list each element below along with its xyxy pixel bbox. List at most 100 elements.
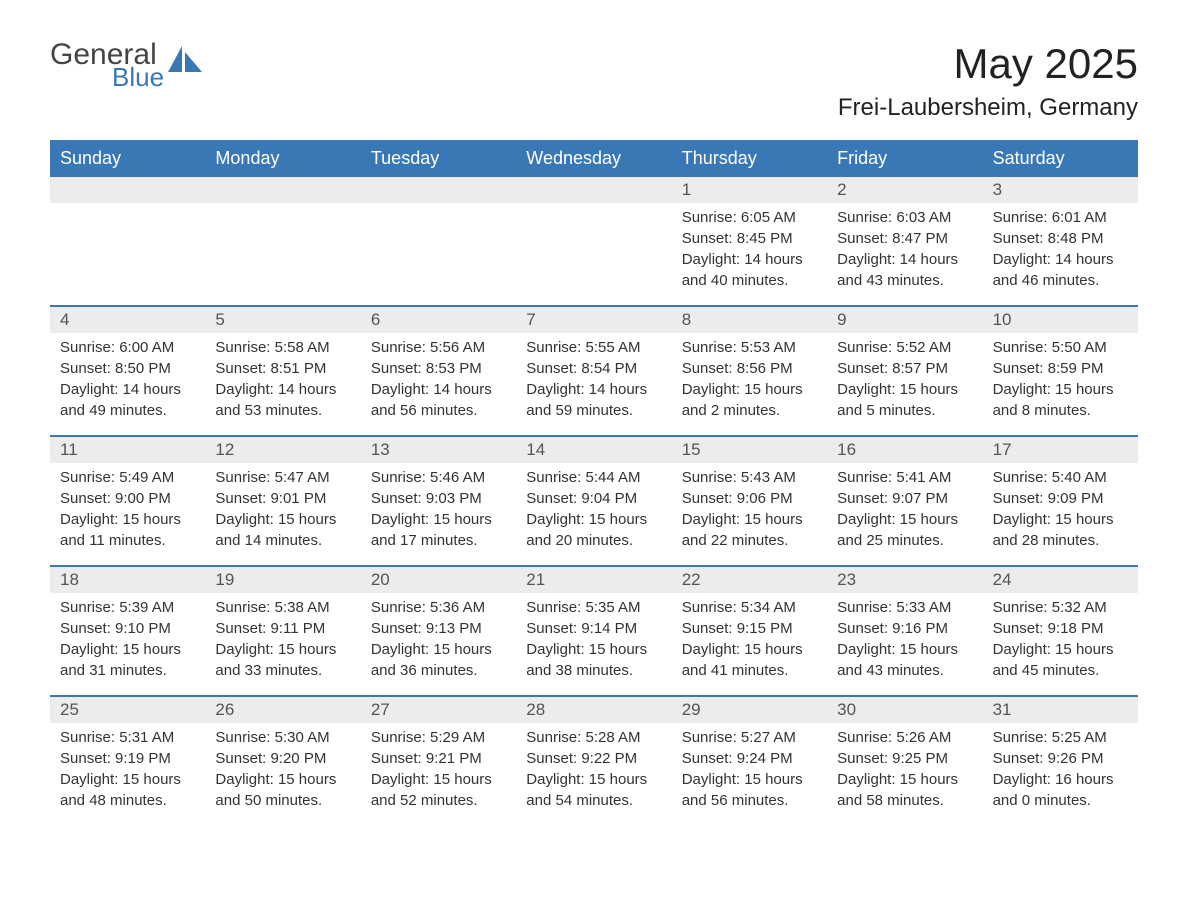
day-content-row: Sunrise: 5:49 AMSunset: 9:00 PMDaylight:… [50,463,1138,565]
weekday-header: Monday [205,140,360,177]
sunset-text: Sunset: 9:19 PM [60,748,195,769]
sunset-text: Sunset: 8:45 PM [682,228,817,249]
day-content: Sunrise: 5:35 AMSunset: 9:14 PMDaylight:… [516,593,671,695]
sunset-text: Sunset: 9:06 PM [682,488,817,509]
sunset-text: Sunset: 9:15 PM [682,618,817,639]
day-number-row: 18192021222324 [50,567,1138,593]
daylight-text-2: and 20 minutes. [526,530,661,551]
sunset-text: Sunset: 9:07 PM [837,488,972,509]
day-content: Sunrise: 6:03 AMSunset: 8:47 PMDaylight:… [827,203,982,305]
daylight-text-2: and 56 minutes. [371,400,506,421]
day-content-row: Sunrise: 5:39 AMSunset: 9:10 PMDaylight:… [50,593,1138,695]
daylight-text-1: Daylight: 14 hours [993,249,1128,270]
sunset-text: Sunset: 8:53 PM [371,358,506,379]
logo-sail-icon [168,46,204,79]
daylight-text-1: Daylight: 15 hours [993,509,1128,530]
day-number: 31 [983,697,1138,723]
daylight-text-1: Daylight: 14 hours [837,249,972,270]
daylight-text-1: Daylight: 15 hours [526,509,661,530]
day-content: Sunrise: 5:41 AMSunset: 9:07 PMDaylight:… [827,463,982,565]
day-content: Sunrise: 5:30 AMSunset: 9:20 PMDaylight:… [205,723,360,825]
sunrise-text: Sunrise: 5:38 AM [215,597,350,618]
day-content: Sunrise: 5:27 AMSunset: 9:24 PMDaylight:… [672,723,827,825]
daylight-text-2: and 54 minutes. [526,790,661,811]
sunrise-text: Sunrise: 5:26 AM [837,727,972,748]
daylight-text-1: Daylight: 14 hours [60,379,195,400]
daylight-text-1: Daylight: 15 hours [215,639,350,660]
sunrise-text: Sunrise: 5:46 AM [371,467,506,488]
logo: General Blue [50,40,204,90]
day-content-row: Sunrise: 5:31 AMSunset: 9:19 PMDaylight:… [50,723,1138,825]
daylight-text-2: and 40 minutes. [682,270,817,291]
day-number: 30 [827,697,982,723]
sunrise-text: Sunrise: 5:41 AM [837,467,972,488]
sunrise-text: Sunrise: 5:32 AM [993,597,1128,618]
sunset-text: Sunset: 8:54 PM [526,358,661,379]
daylight-text-2: and 14 minutes. [215,530,350,551]
daylight-text-2: and 17 minutes. [371,530,506,551]
calendar-week: 18192021222324Sunrise: 5:39 AMSunset: 9:… [50,565,1138,695]
page-title: May 2025 [838,40,1138,88]
daylight-text-2: and 43 minutes. [837,660,972,681]
day-number-row: 123 [50,177,1138,203]
sunrise-text: Sunrise: 5:47 AM [215,467,350,488]
day-number: 13 [361,437,516,463]
daylight-text-2: and 5 minutes. [837,400,972,421]
day-number: 28 [516,697,671,723]
sunset-text: Sunset: 9:26 PM [993,748,1128,769]
day-number: 1 [672,177,827,203]
weekday-header: Sunday [50,140,205,177]
day-number: 25 [50,697,205,723]
daylight-text-1: Daylight: 15 hours [215,769,350,790]
daylight-text-1: Daylight: 15 hours [371,639,506,660]
sunset-text: Sunset: 9:14 PM [526,618,661,639]
day-content [516,203,671,305]
day-content: Sunrise: 6:01 AMSunset: 8:48 PMDaylight:… [983,203,1138,305]
sunset-text: Sunset: 8:56 PM [682,358,817,379]
day-number: 2 [827,177,982,203]
sunrise-text: Sunrise: 5:33 AM [837,597,972,618]
calendar: Sunday Monday Tuesday Wednesday Thursday… [50,140,1138,825]
day-number: 20 [361,567,516,593]
daylight-text-1: Daylight: 14 hours [215,379,350,400]
daylight-text-2: and 58 minutes. [837,790,972,811]
sunrise-text: Sunrise: 5:55 AM [526,337,661,358]
weekday-header: Wednesday [516,140,671,177]
sunrise-text: Sunrise: 5:28 AM [526,727,661,748]
sunrise-text: Sunrise: 5:43 AM [682,467,817,488]
title-block: May 2025 Frei-Laubersheim, Germany [838,40,1138,122]
sunrise-text: Sunrise: 5:25 AM [993,727,1128,748]
day-content: Sunrise: 5:33 AMSunset: 9:16 PMDaylight:… [827,593,982,695]
day-number: 18 [50,567,205,593]
daylight-text-1: Daylight: 16 hours [993,769,1128,790]
sunset-text: Sunset: 9:10 PM [60,618,195,639]
daylight-text-1: Daylight: 15 hours [682,769,817,790]
sunrise-text: Sunrise: 5:35 AM [526,597,661,618]
sunrise-text: Sunrise: 5:40 AM [993,467,1128,488]
daylight-text-2: and 0 minutes. [993,790,1128,811]
day-content: Sunrise: 5:36 AMSunset: 9:13 PMDaylight:… [361,593,516,695]
daylight-text-1: Daylight: 15 hours [837,509,972,530]
sunset-text: Sunset: 8:59 PM [993,358,1128,379]
daylight-text-1: Daylight: 15 hours [837,379,972,400]
sunset-text: Sunset: 8:48 PM [993,228,1128,249]
sunrise-text: Sunrise: 6:03 AM [837,207,972,228]
calendar-week: 123Sunrise: 6:05 AMSunset: 8:45 PMDaylig… [50,177,1138,305]
daylight-text-1: Daylight: 14 hours [371,379,506,400]
daylight-text-2: and 50 minutes. [215,790,350,811]
day-content: Sunrise: 5:32 AMSunset: 9:18 PMDaylight:… [983,593,1138,695]
day-number: 15 [672,437,827,463]
daylight-text-2: and 8 minutes. [993,400,1128,421]
day-content-row: Sunrise: 6:00 AMSunset: 8:50 PMDaylight:… [50,333,1138,435]
sunset-text: Sunset: 9:01 PM [215,488,350,509]
sunrise-text: Sunrise: 5:30 AM [215,727,350,748]
sunset-text: Sunset: 9:11 PM [215,618,350,639]
sunset-text: Sunset: 9:16 PM [837,618,972,639]
daylight-text-1: Daylight: 15 hours [526,639,661,660]
day-content: Sunrise: 5:47 AMSunset: 9:01 PMDaylight:… [205,463,360,565]
daylight-text-1: Daylight: 15 hours [682,639,817,660]
sunset-text: Sunset: 9:20 PM [215,748,350,769]
daylight-text-1: Daylight: 15 hours [993,639,1128,660]
daylight-text-1: Daylight: 15 hours [993,379,1128,400]
weekday-header: Thursday [672,140,827,177]
